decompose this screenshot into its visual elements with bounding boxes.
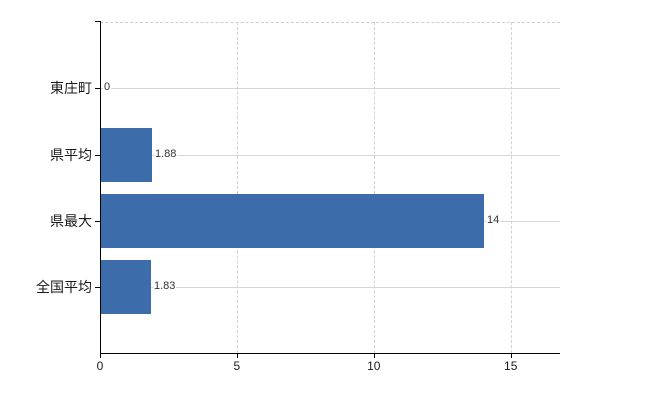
y-axis-top-tick	[95, 21, 100, 22]
bar	[101, 260, 151, 314]
bar-value-label: 1.88	[154, 148, 178, 161]
bar-value-label: 0	[103, 81, 112, 94]
gridline-vertical	[236, 22, 238, 353]
x-tick-label: 5	[233, 359, 241, 373]
bar	[101, 194, 484, 248]
y-axis-tick	[95, 221, 100, 222]
category-label: 全国平均	[36, 279, 92, 295]
category-label: 県平均	[50, 147, 92, 163]
bar-value-label: 1.83	[153, 280, 177, 293]
y-axis-tick	[95, 88, 100, 89]
category-label: 東庄町	[50, 80, 92, 96]
y-axis	[100, 21, 101, 354]
y-axis-tick	[95, 155, 100, 156]
plot-top-border	[100, 22, 560, 23]
x-axis-tick	[100, 353, 101, 358]
x-axis-tick	[236, 353, 238, 358]
gridline-vertical	[510, 22, 512, 353]
gridline-horizontal	[101, 287, 560, 288]
y-axis-tick	[95, 287, 100, 288]
gridline-horizontal	[101, 155, 560, 156]
x-axis	[100, 353, 560, 354]
x-tick-label: 15	[504, 359, 518, 373]
x-tick-label: 0	[96, 359, 104, 373]
bar-value-label: 14	[486, 214, 501, 227]
x-tick-label: 10	[367, 359, 381, 373]
bar	[101, 128, 152, 182]
category-label: 県最大	[50, 213, 92, 229]
gridline-vertical	[373, 22, 375, 353]
x-axis-tick	[510, 353, 512, 358]
x-axis-tick	[373, 353, 375, 358]
gridline-horizontal	[101, 88, 560, 89]
